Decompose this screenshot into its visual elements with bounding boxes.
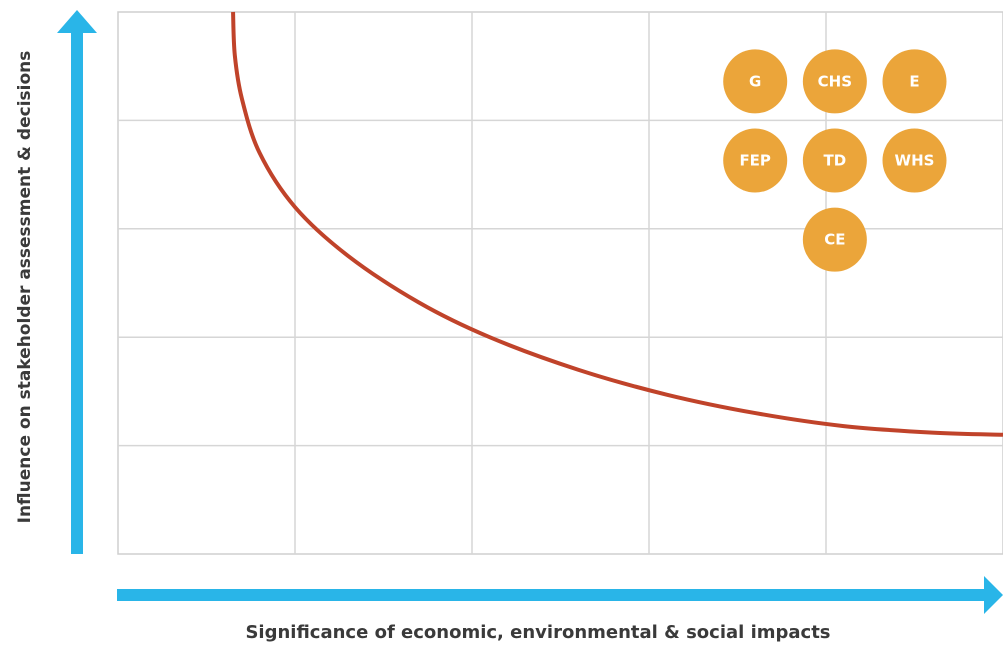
bubble-ce: CE <box>802 207 867 272</box>
x-axis-label: Significance of economic, environmental … <box>245 622 830 643</box>
bubble-circle <box>882 49 947 114</box>
bubble-g: G <box>723 49 788 114</box>
bubble-label: G <box>749 72 761 90</box>
bubble-label: E <box>909 72 919 90</box>
bubble-whs: WHS <box>882 128 947 193</box>
bubble-e: E <box>882 49 947 114</box>
bubble-circle <box>723 49 788 114</box>
y-axis-arrow <box>57 10 97 554</box>
threshold-curve <box>231 11 1003 437</box>
bubble-label: FEP <box>739 152 771 170</box>
bubble-label: TD <box>824 152 847 170</box>
bubble-circle <box>882 128 947 193</box>
grid <box>117 11 1003 555</box>
bubble-label: WHS <box>895 152 935 170</box>
bubbles: G CHS E FEP TD WHS CE <box>723 49 947 272</box>
bubble-circle <box>723 128 788 193</box>
bubble-circle <box>802 49 867 114</box>
y-axis-label: Influence on stakeholder assessment & de… <box>15 51 35 524</box>
bubble-circle <box>802 207 867 272</box>
bubble-label: CHS <box>818 72 852 90</box>
bubble-td: TD <box>802 128 867 193</box>
bubble-circle <box>802 128 867 193</box>
bubble-chs: CHS <box>802 49 867 114</box>
plot-area <box>117 11 1003 555</box>
bubble-label: CE <box>824 231 845 249</box>
bubble-fep: FEP <box>723 128 788 193</box>
x-axis-arrow <box>117 576 1003 614</box>
